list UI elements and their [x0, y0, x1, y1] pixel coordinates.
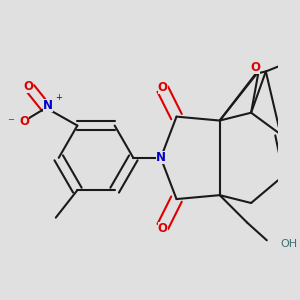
Text: −: −	[7, 115, 14, 124]
Text: O: O	[23, 80, 33, 93]
Text: N: N	[156, 152, 166, 164]
Text: O: O	[250, 61, 260, 74]
Text: O: O	[158, 222, 168, 235]
Text: +: +	[55, 93, 62, 102]
Text: O: O	[158, 81, 168, 94]
Text: OH: OH	[280, 239, 298, 249]
Text: O: O	[20, 115, 29, 128]
Text: N: N	[43, 99, 53, 112]
